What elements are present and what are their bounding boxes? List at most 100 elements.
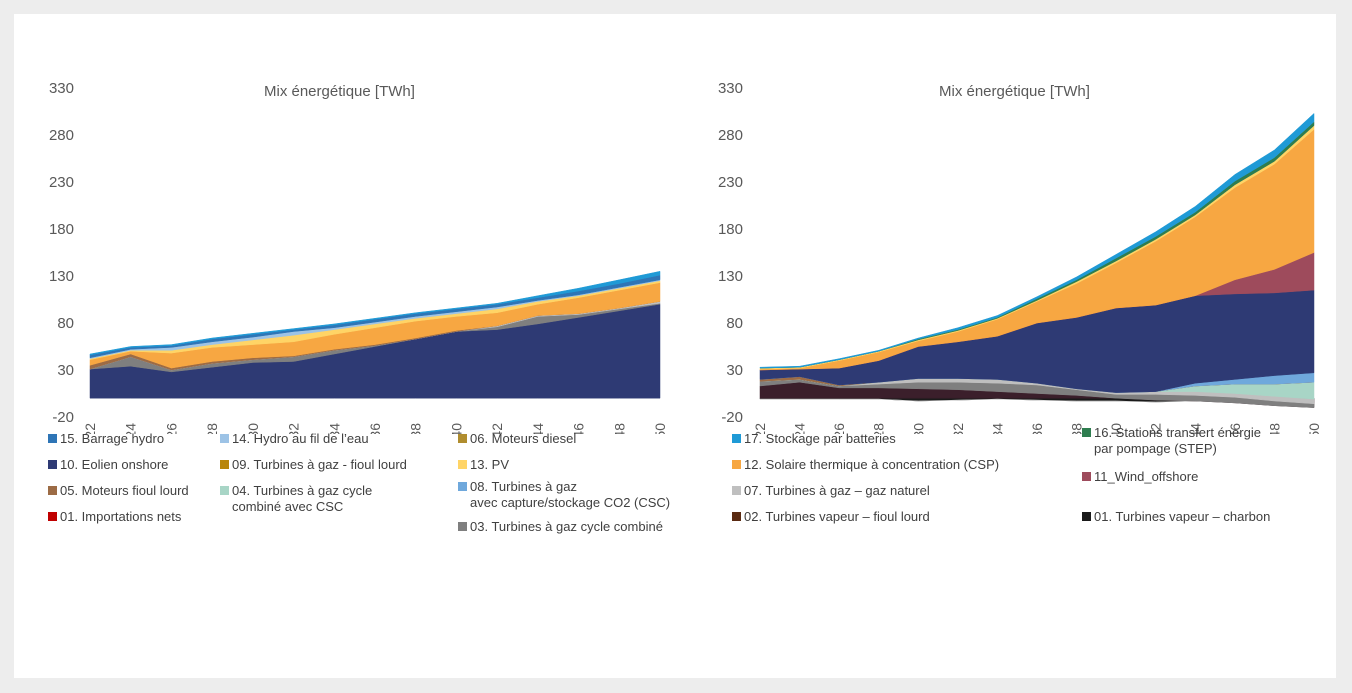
legend-swatch: [732, 486, 741, 495]
x-tick-label: 2050: [1306, 423, 1322, 434]
chart-title: Mix énergétique [TWh]: [264, 83, 415, 100]
y-tick-label: 30: [726, 362, 743, 379]
y-tick-label: 130: [49, 268, 74, 285]
legend-item: 10. Eolien onshore: [48, 457, 168, 473]
x-tick-label: 2046: [1227, 423, 1243, 434]
y-tick-label: 180: [49, 221, 74, 238]
x-tick-label: 2034: [989, 423, 1005, 434]
legend-label: 03. Turbines à gaz cycle combiné: [470, 519, 663, 534]
x-tick-label: 2022: [752, 423, 768, 434]
legend-swatch: [458, 482, 467, 491]
legend-label: 14. Hydro au fil de l’eau: [232, 431, 369, 446]
chart-panel: -20 30 80 130 180 230 280 330 2022 2024 2026 2028 20…: [14, 14, 1336, 678]
y-tick-label: 80: [726, 315, 743, 332]
x-tick-label: 2040: [1108, 423, 1124, 434]
legend-item: 15. Barrage hydro: [48, 431, 164, 447]
legend-item: 04. Turbines à gaz cycle combiné avec CS…: [220, 483, 372, 515]
y-tick-label: 330: [718, 80, 743, 97]
legend-item: 17. Stockage par batteries: [732, 431, 896, 447]
legend-item: 16. Stations transfert énergie par pompa…: [1082, 425, 1261, 457]
x-tick-label: 2028: [204, 423, 220, 434]
chart-2: -20 30 80 130 180 230 280 330 2022 2024 2026 2028 20…: [718, 80, 1322, 434]
legend-label: 15. Barrage hydro: [60, 431, 165, 446]
legend-item: 01. Turbines vapeur – charbon: [1082, 509, 1270, 525]
x-tick-label: 2038: [408, 423, 424, 434]
legend-swatch: [1082, 512, 1091, 521]
legend-item: 06. Moteurs diesel: [458, 431, 576, 447]
legend-item: 02. Turbines vapeur – fioul lourd: [732, 509, 930, 525]
legend-label: 01. Importations nets: [60, 509, 182, 524]
legend-swatch: [48, 434, 57, 443]
x-tick-label: 2024: [792, 423, 808, 434]
legend-item: 14. Hydro au fil de l’eau: [220, 431, 369, 447]
x-tick-label: 2026: [831, 423, 847, 434]
charts-svg: -20 30 80 130 180 230 280 330 2022 2024 2026 2028 20…: [49, 80, 1322, 434]
x-tick-label: 2044: [1187, 423, 1203, 434]
legend-label: 08. Turbines à gaz avec capture/stockage…: [470, 479, 671, 510]
legend-swatch: [732, 460, 741, 469]
legend-swatch: [732, 434, 741, 443]
legend-item: 13. PV: [458, 457, 509, 473]
y-tick-label: 130: [718, 268, 743, 285]
legend-swatch: [48, 486, 57, 495]
x-tick-label: 2036: [367, 423, 383, 434]
legend-swatch: [1082, 472, 1091, 481]
y-tick-label: 30: [57, 362, 74, 379]
legend-swatch: [1082, 428, 1091, 437]
x-tick-label: 2038: [1069, 423, 1085, 434]
legend-label: 04. Turbines à gaz cycle combiné avec CS…: [232, 483, 373, 514]
legend-item: 08. Turbines à gaz avec capture/stockage…: [458, 479, 670, 511]
legend-swatch: [732, 512, 741, 521]
legend-swatch: [458, 460, 467, 469]
x-tick-label: 2042: [1148, 423, 1164, 434]
y-tick-label: 80: [57, 315, 74, 332]
legend-item: 01. Importations nets: [48, 509, 181, 525]
legend-swatch: [220, 434, 229, 443]
x-tick-label: 2050: [652, 423, 668, 434]
x-tick-label: 2044: [530, 423, 546, 434]
legend-swatch: [458, 434, 467, 443]
y-tick-label: 230: [49, 174, 74, 191]
x-tick-label: 2024: [123, 423, 139, 434]
y-tick-label: 280: [49, 127, 74, 144]
legend-label: 13. PV: [470, 457, 510, 472]
legend-swatch: [220, 486, 229, 495]
y-tick-label: 280: [718, 127, 743, 144]
x-tick-label: 2036: [1029, 423, 1045, 434]
y-tick-label: 180: [718, 221, 743, 238]
chart-1: -20 30 80 130 180 230 280 330 2022 2024 2026 2028 20…: [49, 80, 668, 434]
legend-label: 11_Wind_offshore: [1094, 469, 1199, 484]
legend-swatch: [458, 522, 467, 531]
x-tick-label: 2042: [489, 423, 505, 434]
legend-label: 06. Moteurs diesel: [470, 431, 577, 446]
y-tick-label: 330: [49, 80, 74, 97]
x-tick-label: 2028: [871, 423, 887, 434]
y-tick-label: -20: [52, 409, 74, 426]
x-tick-label: 2048: [611, 423, 627, 434]
area-series: [89, 270, 661, 356]
legend-swatch: [48, 512, 57, 521]
legend-item: 05. Moteurs fioul lourd: [48, 483, 189, 499]
legend-swatch: [220, 460, 229, 469]
legend-item: 09. Turbines à gaz - fioul lourd: [220, 457, 407, 473]
x-tick-label: 2032: [286, 423, 302, 434]
legend-label: 07. Turbines à gaz – gaz naturel: [744, 483, 930, 498]
x-tick-label: 2040: [448, 423, 464, 434]
legend-item: 12. Solaire thermique à concentration (C…: [732, 457, 999, 473]
area-series: [759, 112, 1315, 369]
x-tick-label: 2034: [326, 423, 342, 434]
legend-label: 01. Turbines vapeur – charbon: [1094, 509, 1271, 524]
chart-title: Mix énergétique [TWh]: [939, 83, 1090, 100]
x-tick-label: 2026: [163, 423, 179, 434]
legend-label: 02. Turbines vapeur – fioul lourd: [744, 509, 930, 524]
legend-swatch: [48, 460, 57, 469]
legend-item: 07. Turbines à gaz – gaz naturel: [732, 483, 930, 499]
legend-label: 05. Moteurs fioul lourd: [60, 483, 189, 498]
legend-item: 11_Wind_offshore: [1082, 469, 1198, 485]
y-tick-label: -20: [721, 409, 743, 426]
legend-label: 17. Stockage par batteries: [744, 431, 896, 446]
y-tick-label: 230: [718, 174, 743, 191]
legend-item: 03. Turbines à gaz cycle combiné: [458, 519, 663, 535]
